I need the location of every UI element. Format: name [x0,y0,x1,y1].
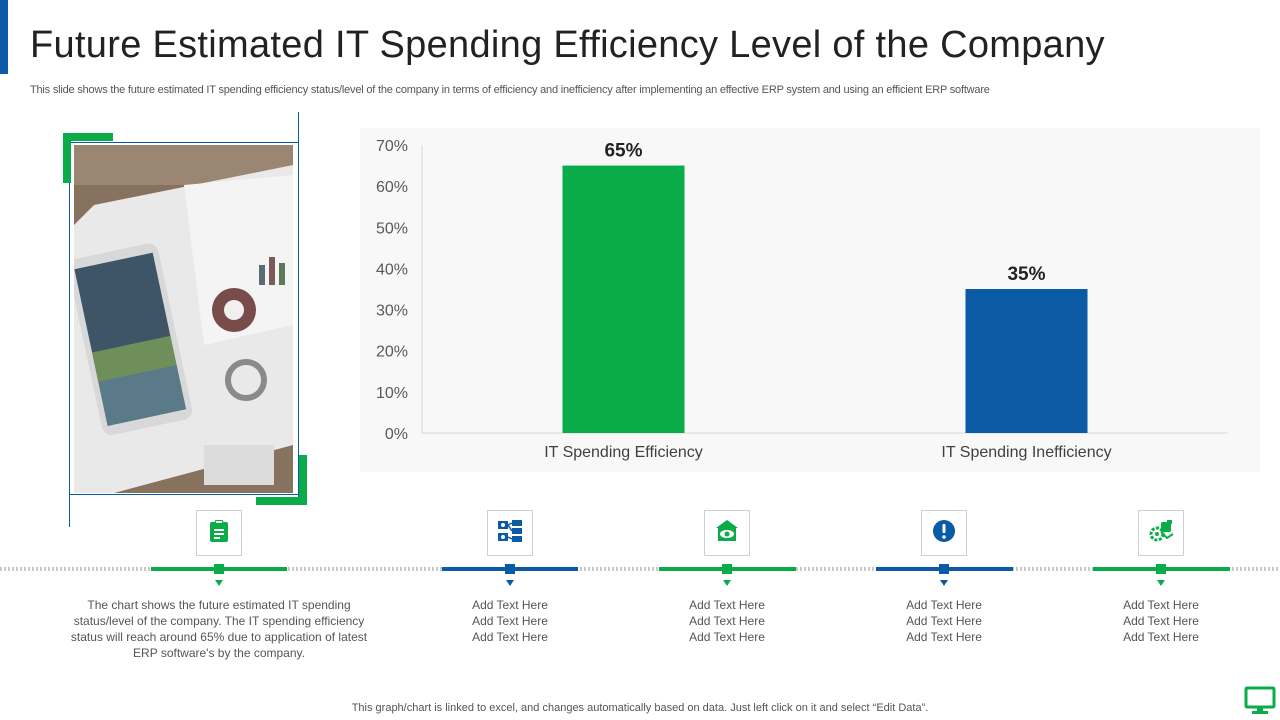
x-category-label: IT Spending Efficiency [544,444,703,461]
timeline-node [1156,564,1166,574]
timeline-step-line: Add Text Here [906,598,982,612]
timeline-step-line: ERP software's by the company. [133,646,305,660]
timeline-node [939,564,949,574]
timeline-arrow [723,580,731,586]
title-accent-bar [0,0,8,74]
y-tick-label: 30% [376,303,408,320]
timeline-step-line: Add Text Here [1123,598,1199,612]
timeline-step-text: Add Text Here Add Text Here Add Text Here [1071,597,1251,645]
timeline-step-line: Add Text Here [906,630,982,644]
timeline-arrow [506,580,514,586]
photo-frame-line-right [298,112,299,497]
monitor-icon[interactable] [1244,684,1276,716]
timeline-arrow [1157,580,1165,586]
photo-frame-line-left [69,140,70,527]
photo-frame-line-top [69,142,299,143]
y-tick-label: 10% [376,385,408,402]
timeline-step-line: Add Text Here [1123,630,1199,644]
y-tick-label: 60% [376,179,408,196]
bar-2 [965,289,1088,433]
y-tick-label: 50% [376,220,408,237]
timeline-step-text: Add Text Here Add Text Here Add Text Here [637,597,817,645]
timeline-step-line: Add Text Here [472,630,548,644]
page-subtitle: This slide shows the future estimated IT… [30,84,990,96]
timeline-step-text: Add Text Here Add Text Here Add Text Here [420,597,600,645]
gear-hand-icon [1147,518,1175,549]
photo-corner-accent-bottom [256,497,307,505]
clipboard-icon [206,518,232,549]
y-tick-label: 20% [376,344,408,361]
page-title: Future Estimated IT Spending Efficiency … [30,24,1105,66]
timeline-step-line: Add Text Here [472,598,548,612]
alert-icon [931,518,957,549]
timeline-arrow [940,580,948,586]
house-eye-icon [714,518,740,549]
data-label: 35% [1007,264,1045,285]
timeline-node [505,564,515,574]
photo-corner-accent-top [63,133,113,141]
timeline-step-line: status will reach around 65% due to appl… [70,630,368,644]
desk-photo [74,145,293,493]
timeline-icon-box [921,510,967,556]
timeline-node [214,564,224,574]
timeline-icon-box [704,510,750,556]
timeline-step-line: Add Text Here [472,614,548,628]
bar-chart-svg: 0% 10% 20% 30% 40% 50% 60% 70% 65% IT Spending Ef… [376,138,1228,461]
bar-chart[interactable]: 0% 10% 20% 30% 40% 50% 60% 70% 65% IT Spending Ef… [360,128,1260,472]
photo-corner-accent-left [63,133,71,183]
timeline-node [722,564,732,574]
timeline-step-text: Add Text Here Add Text Here Add Text Here [854,597,1034,645]
y-tick-label: 40% [376,261,408,278]
timeline-icon-box [196,510,242,556]
timeline-step-line: Add Text Here [1123,614,1199,628]
footer-note: This graph/chart is linked to excel, and… [351,702,929,714]
y-tick-label: 0% [385,426,408,443]
data-label: 65% [604,141,642,162]
timeline-icon-box [1138,510,1184,556]
timeline-step-line: Add Text Here [906,614,982,628]
timeline-step-line: status/level of the company. The IT spen… [73,614,365,628]
y-tick-label: 70% [376,138,408,155]
photo-corner-accent-right [299,455,307,505]
timeline-step-line: Add Text Here [689,598,765,612]
x-category-label: IT Spending Inefficiency [941,444,1111,461]
timeline-arrow [215,580,223,586]
timeline-step-line: Add Text Here [689,614,765,628]
timeline-step-line: Add Text Here [689,630,765,644]
timeline-step-line: The chart shows the future estimated IT … [87,598,351,612]
photo-frame-line-bottom [69,494,299,495]
network-diagram-icon [496,518,524,549]
bar-1 [562,165,685,434]
timeline-step-text: The chart shows the future estimated IT … [40,597,398,661]
timeline-icon-box [487,510,533,556]
timeline-dotted-line [0,567,1280,571]
